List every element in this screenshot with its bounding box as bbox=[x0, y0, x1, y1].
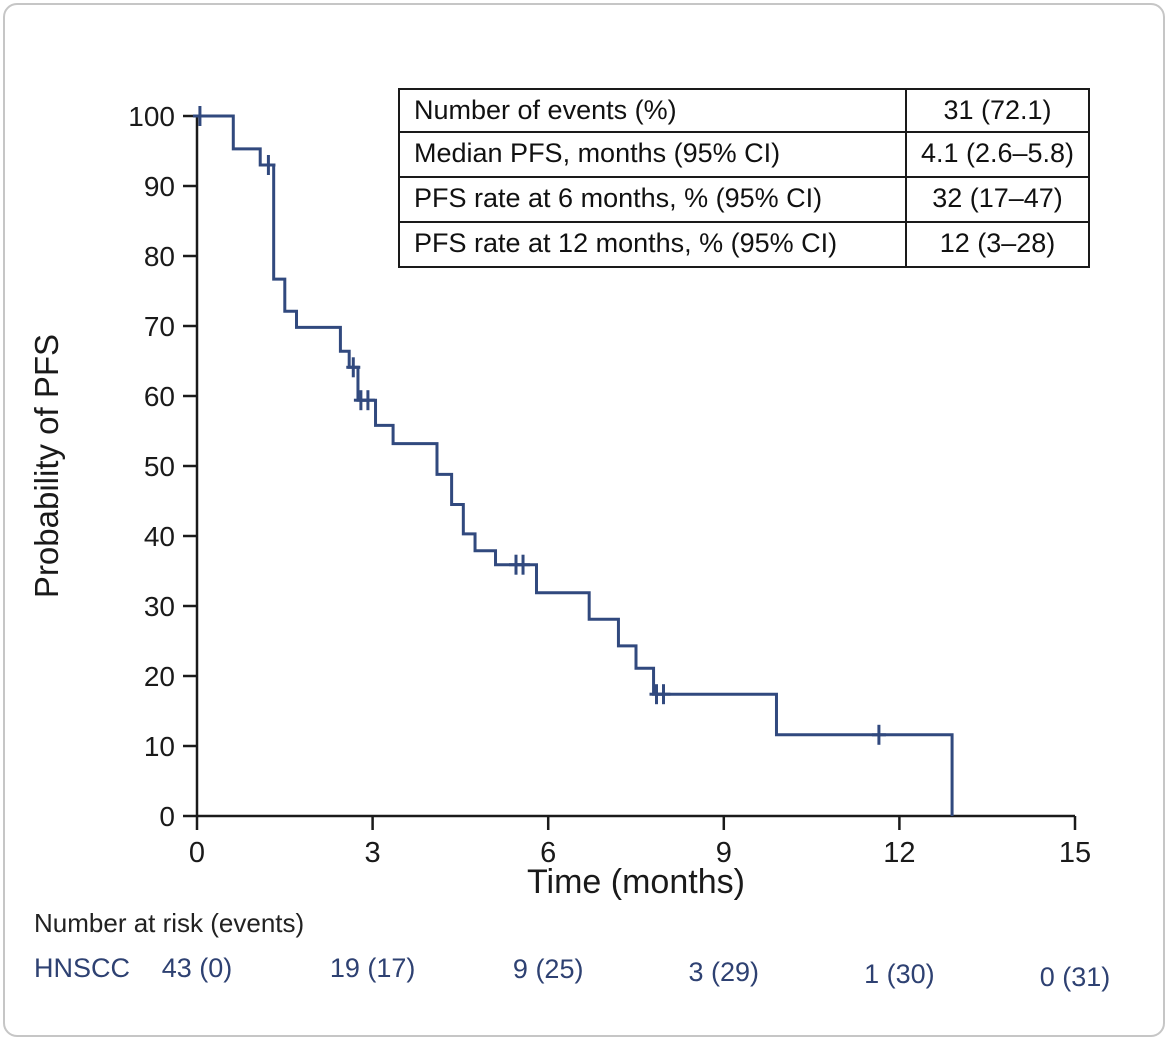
risk-value: 1 (30) bbox=[864, 959, 935, 989]
stats-label: PFS rate at 12 months, % (95% CI) bbox=[398, 223, 905, 268]
x-tick-label: 9 bbox=[716, 837, 732, 869]
y-tick-label: 60 bbox=[144, 381, 175, 412]
number-at-risk-header: Number at risk (events) bbox=[34, 908, 305, 938]
y-tick-label: 90 bbox=[144, 171, 175, 202]
stats-value: 12 (3–28) bbox=[905, 223, 1090, 268]
risk-group-label: HNSCC bbox=[34, 953, 131, 983]
y-tick-label: 80 bbox=[144, 241, 175, 272]
stats-row: PFS rate at 6 months, % (95% CI) 32 (17–… bbox=[398, 178, 1090, 223]
risk-value: 0 (31) bbox=[1040, 962, 1111, 992]
y-tick-label: 30 bbox=[144, 591, 175, 622]
y-tick-label: 50 bbox=[144, 451, 175, 482]
stats-label: PFS rate at 6 months, % (95% CI) bbox=[398, 178, 905, 223]
x-axis-title: Time (months) bbox=[527, 863, 745, 901]
y-tick-label: 10 bbox=[144, 731, 175, 762]
risk-value: 3 (29) bbox=[689, 957, 760, 987]
y-axis-title: Probability of PFS bbox=[28, 334, 65, 598]
km-step-curve bbox=[197, 114, 954, 816]
x-tick-label: 12 bbox=[883, 837, 915, 869]
y-tick-label: 40 bbox=[144, 521, 175, 552]
y-tick-label: 100 bbox=[128, 101, 175, 132]
stats-value: 32 (17–47) bbox=[905, 178, 1090, 223]
stats-value: 4.1 (2.6–5.8) bbox=[905, 133, 1090, 178]
stats-table: Number of events (%) 31 (72.1) Median PF… bbox=[398, 88, 1090, 268]
stats-row: Median PFS, months (95% CI) 4.1 (2.6–5.8… bbox=[398, 133, 1090, 178]
risk-value: 9 (25) bbox=[513, 954, 584, 984]
x-tick-label: 15 bbox=[1059, 837, 1091, 869]
stats-label: Median PFS, months (95% CI) bbox=[398, 133, 905, 178]
x-tick-label: 3 bbox=[365, 837, 381, 869]
stats-row: PFS rate at 12 months, % (95% CI) 12 (3–… bbox=[398, 223, 1090, 268]
risk-value: 19 (17) bbox=[330, 953, 416, 983]
x-tick-label: 0 bbox=[189, 837, 205, 869]
y-tick-label: 70 bbox=[144, 311, 175, 342]
stats-value: 31 (72.1) bbox=[905, 88, 1090, 133]
stats-row: Number of events (%) 31 (72.1) bbox=[398, 88, 1090, 133]
y-tick-label: 0 bbox=[159, 801, 175, 832]
risk-value: 43 (0) bbox=[162, 953, 233, 983]
x-tick-label: 6 bbox=[540, 837, 556, 869]
y-tick-label: 20 bbox=[144, 661, 175, 692]
stats-label: Number of events (%) bbox=[398, 88, 905, 133]
